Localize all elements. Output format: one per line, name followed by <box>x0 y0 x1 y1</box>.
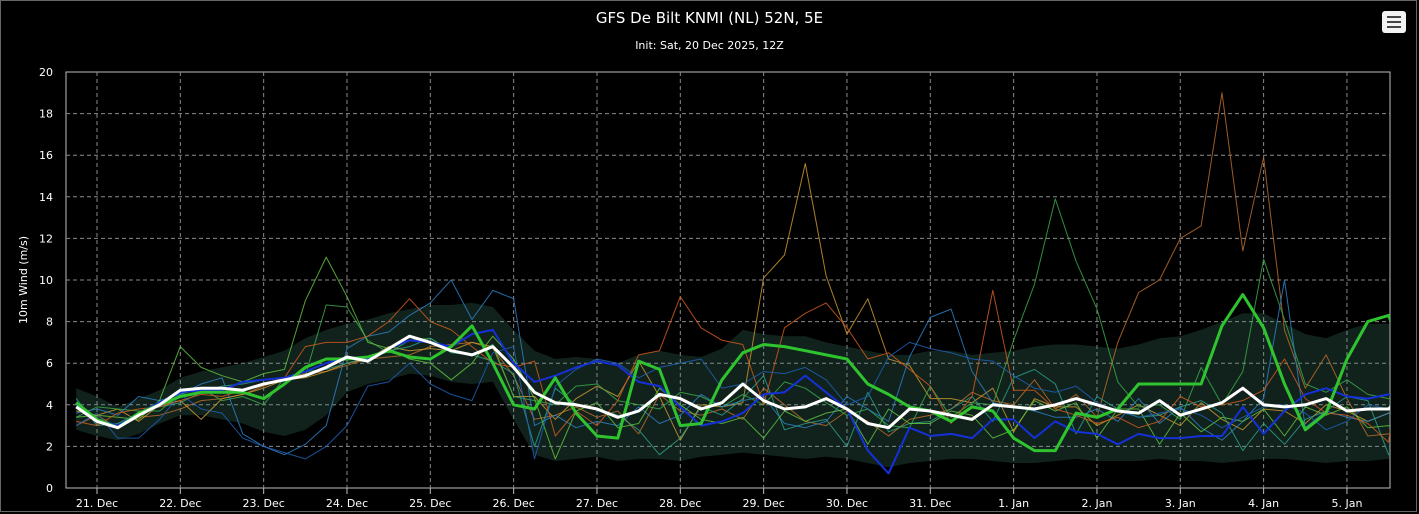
series-line-member-9 <box>76 289 1390 443</box>
x-tick-label: 26. Dec <box>493 497 535 510</box>
x-tick-label: 27. Dec <box>576 497 618 510</box>
chart-title: GFS De Bilt KNMI (NL) 52N, 5E <box>595 9 824 27</box>
y-tick-label: 2 <box>46 440 53 453</box>
y-tick-label: 4 <box>46 399 53 412</box>
x-tick-label: 5. Jan <box>1331 497 1362 510</box>
y-tick-label: 16 <box>39 149 53 162</box>
y-tick-label: 0 <box>46 482 53 495</box>
y-tick-label: 8 <box>46 316 53 329</box>
x-tick-label: 22. Dec <box>159 497 201 510</box>
x-tick-label: 1. Jan <box>998 497 1029 510</box>
series-line-operational-1 <box>75 293 1390 453</box>
x-tick-label: 23. Dec <box>243 497 285 510</box>
x-tick-label: 30. Dec <box>826 497 868 510</box>
series-line-member-3 <box>75 92 1390 437</box>
y-tick-label: 20 <box>39 66 53 79</box>
x-axis: 21. Dec 22. Dec 23. Dec 24. Dec 25. Dec 26. D… <box>76 488 1362 510</box>
y-tick-label: 14 <box>39 191 53 204</box>
y-tick-label: 12 <box>39 232 53 245</box>
chart-subtitle: Init: Sat, 20 Dec 2025, 12Z <box>635 39 784 52</box>
spread-band <box>76 302 1390 468</box>
x-tick-label: 29. Dec <box>742 497 784 510</box>
y-tick-label: 18 <box>39 108 53 121</box>
x-tick-label: 24. Dec <box>326 497 368 510</box>
hamburger-menu-icon[interactable] <box>1382 11 1406 33</box>
x-tick-label: 2. Jan <box>1081 497 1112 510</box>
series-line-member-8 <box>76 256 1390 460</box>
x-tick-label: 31. Dec <box>909 497 951 510</box>
y-tick-label: 10 <box>39 274 53 287</box>
x-tick-label: 21. Dec <box>76 497 118 510</box>
y-axis-title: 10m Wind (m/s) <box>17 236 30 324</box>
series-group <box>75 92 1390 475</box>
x-tick-label: 4. Jan <box>1248 497 1279 510</box>
y-tick-label: 6 <box>46 357 53 370</box>
x-tick-label: 28. Dec <box>659 497 701 510</box>
x-tick-label: 3. Jan <box>1165 497 1196 510</box>
x-tick-label: 25. Dec <box>409 497 451 510</box>
y-axis: 0 2 4 6 8 10 12 14 16 18 20 <box>39 66 53 495</box>
series-line-ensemble-mean-0 <box>75 334 1390 430</box>
ensemble-spread <box>76 302 1390 468</box>
